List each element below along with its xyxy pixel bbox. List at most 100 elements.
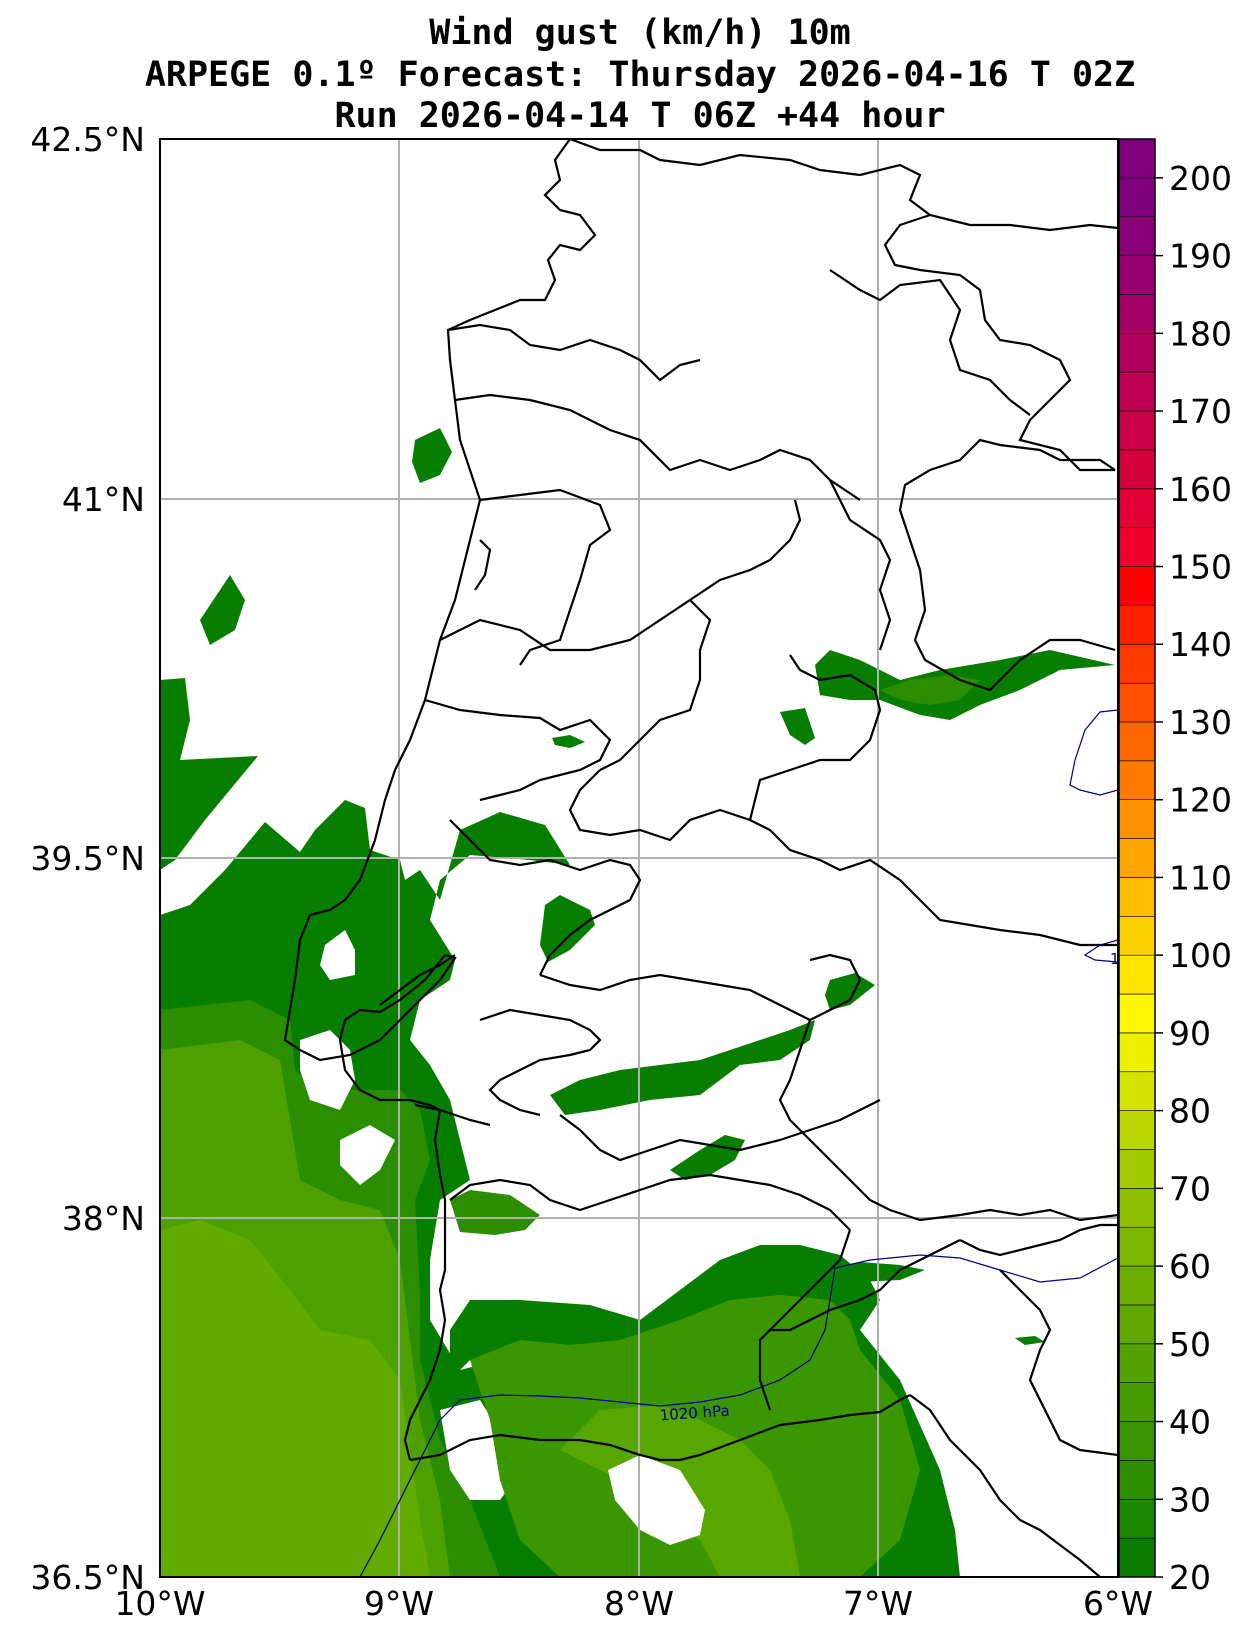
wind-patch-small-2 xyxy=(552,735,585,748)
colorbar-tick-label: 80 xyxy=(1169,1092,1211,1131)
colorbar-tick-label: 150 xyxy=(1169,548,1232,587)
colorbar-band xyxy=(1118,1537,1156,1578)
colorbar-band xyxy=(1118,1188,1156,1228)
coastline-and-borders xyxy=(283,139,1118,1577)
longitude-tick-labels: 10°W 9°W 8°W 7°W 6°W xyxy=(114,1584,1153,1623)
wind-patch-center xyxy=(540,895,595,962)
lat-tick-39-5n: 39.5°N xyxy=(30,839,145,878)
lon-tick-6w: 6°W xyxy=(1083,1584,1153,1623)
map-grid xyxy=(160,139,1118,1577)
calm-gap-south xyxy=(608,1455,705,1545)
colorbar-bands xyxy=(1118,138,1156,1578)
admin-boundary-6 xyxy=(599,599,712,771)
admin-boundary-13 xyxy=(559,1099,881,1162)
isobar-1020-main xyxy=(359,1254,1118,1577)
colorbar-tick-label: 90 xyxy=(1169,1014,1211,1053)
admin-boundary-14 xyxy=(778,1019,1118,1222)
admin-boundary-19 xyxy=(959,1223,1118,1257)
colorbar-band xyxy=(1118,605,1156,645)
colorbar-band xyxy=(1118,643,1156,684)
colorbar-band xyxy=(1118,877,1156,917)
colorbar-tick-label: 190 xyxy=(1169,237,1232,276)
colorbar-band xyxy=(1118,177,1156,218)
colorbar-tick-label: 140 xyxy=(1169,625,1232,664)
colorbar-tick-label: 60 xyxy=(1169,1247,1211,1286)
aveiro-lagoon xyxy=(474,539,492,591)
colorbar-band xyxy=(1118,838,1156,878)
colorbar-band xyxy=(1118,371,1156,412)
wind-area-west-coast-inner-50 xyxy=(160,1220,430,1577)
colorbar-band xyxy=(1118,1149,1156,1189)
colorbar-band xyxy=(1118,1265,1156,1306)
wind-patch-east-small xyxy=(825,973,875,1010)
colorbar-tick-label: 110 xyxy=(1169,858,1232,897)
admin-boundary-15 xyxy=(449,1173,851,1231)
colorbar-band xyxy=(1118,294,1156,334)
border-portugal-spain xyxy=(898,438,1116,692)
colorbar-band xyxy=(1118,566,1156,606)
border-central-interior xyxy=(829,269,1031,416)
sado-estuary xyxy=(414,1103,491,1127)
colorbar-band xyxy=(1118,1421,1156,1461)
colorbar-tick-label: 200 xyxy=(1169,159,1232,198)
latitude-tick-labels: 42.5°N 41°N 39.5°N 38°N 36.5°N xyxy=(30,120,145,1597)
colorbar-band xyxy=(1118,1382,1156,1422)
colorbar-tick-label: 20 xyxy=(1169,1558,1211,1597)
colorbar-band xyxy=(1118,449,1156,490)
wind-patch-north-coast xyxy=(412,428,452,483)
wind-gust-contours xyxy=(160,428,1115,1577)
colorbar-band xyxy=(1118,1032,1156,1073)
map-frame xyxy=(159,138,1119,1578)
wind-patch-central-east-inner xyxy=(880,675,980,705)
lon-tick-8w: 8°W xyxy=(604,1584,674,1623)
colorbar-band xyxy=(1118,721,1156,762)
isobar-lines xyxy=(359,709,1118,1577)
colorbar-band xyxy=(1118,488,1156,528)
admin-boundary-3 xyxy=(479,488,612,666)
isobar-east-segment-2 xyxy=(1083,939,1118,963)
colorbar-tick-label: 40 xyxy=(1169,1403,1211,1442)
colorbar-tick-label: 50 xyxy=(1169,1325,1211,1364)
admin-boundary-11 xyxy=(539,953,862,1022)
calm-gap-1 xyxy=(320,930,355,980)
map-plot-area: 1020 hPa 1 xyxy=(160,139,1118,1577)
title-line-3: Run 2026-04-14 T 06Z +44 hour xyxy=(334,96,945,136)
admin-boundary-10 xyxy=(449,819,642,976)
colorbar-band xyxy=(1118,993,1156,1034)
calm-gap-4 xyxy=(440,1400,515,1500)
title-line-1: Wind gust (km/h) 10m xyxy=(429,13,850,53)
admin-boundary-8 xyxy=(568,769,1118,947)
colorbar-band xyxy=(1118,1226,1156,1267)
colorbar-band xyxy=(1118,527,1156,567)
lat-tick-38n: 38°N xyxy=(62,1199,145,1238)
admin-boundary-12 xyxy=(479,1008,602,1117)
colorbar-tick-label: 170 xyxy=(1169,392,1232,431)
admin-boundary-1 xyxy=(447,323,701,382)
colorbar-band xyxy=(1118,410,1156,451)
wind-area-southwest-offshore xyxy=(160,678,258,870)
isobar-east-segment xyxy=(1069,709,1118,796)
admin-boundary-7 xyxy=(829,479,892,651)
border-east-portugal xyxy=(883,213,1115,472)
colorbar-band xyxy=(1118,1343,1156,1383)
admin-boundary-18 xyxy=(999,1269,1118,1457)
calm-gap-2 xyxy=(340,1125,395,1185)
lon-tick-7w: 7°W xyxy=(843,1584,913,1623)
colorbar-band xyxy=(1118,954,1156,995)
wind-patch-small-1 xyxy=(780,708,815,745)
tagus-estuary xyxy=(379,954,456,1006)
title-line-2: ARPEGE 0.1º Forecast: Thursday 2026-04-1… xyxy=(145,55,1135,95)
colorbar-band xyxy=(1118,915,1156,956)
colorbar-band xyxy=(1118,760,1156,801)
admin-boundary-5 xyxy=(424,698,612,802)
colorbar-tick-label: 160 xyxy=(1169,470,1232,509)
wind-patch-south-central xyxy=(670,1135,745,1180)
lon-tick-10w: 10°W xyxy=(114,1584,205,1623)
colorbar-tick-label: 120 xyxy=(1169,781,1232,820)
colorbar-band xyxy=(1118,1498,1156,1539)
lat-tick-36-5n: 36.5°N xyxy=(30,1558,145,1597)
admin-boundary-2 xyxy=(454,393,861,501)
wind-patch-sw-inland xyxy=(450,1190,540,1235)
colorbar-tick-label: 180 xyxy=(1169,314,1232,353)
